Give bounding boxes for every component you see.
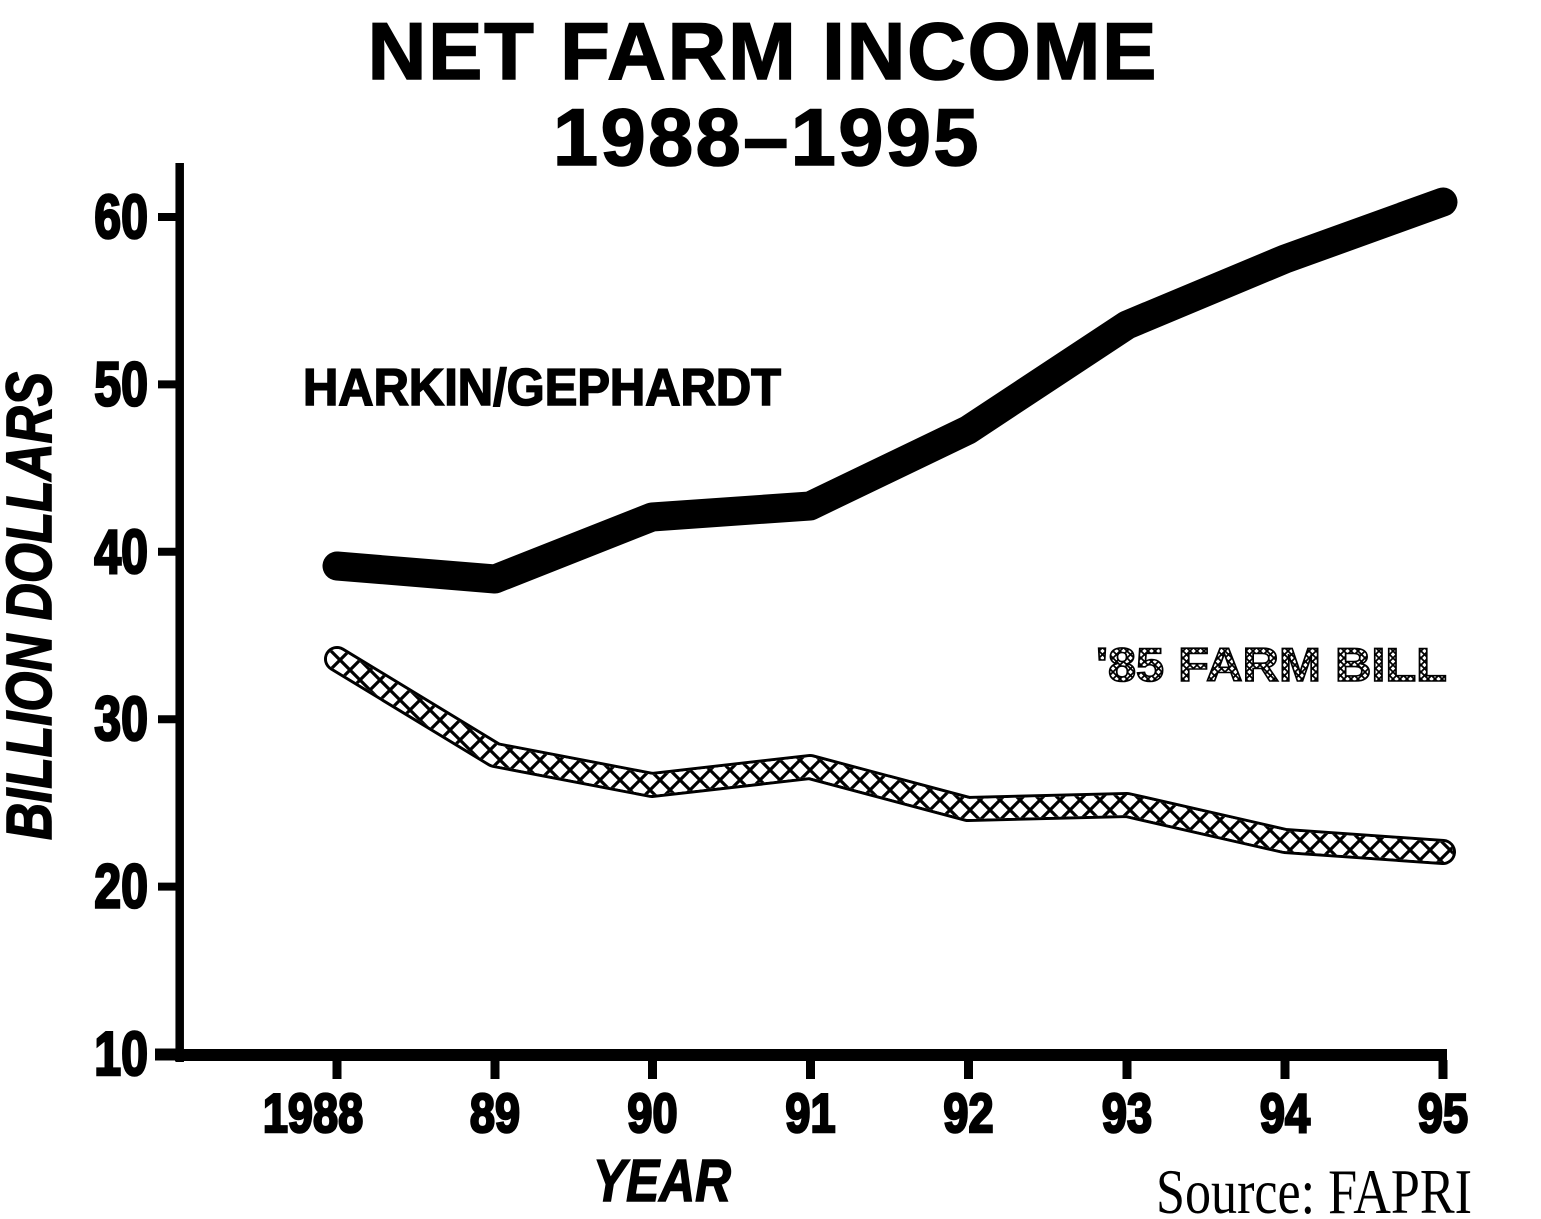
svg-text:94: 94 (1260, 1082, 1310, 1144)
svg-text:10: 10 (94, 1019, 148, 1088)
svg-text:NET FARM INCOME: NET FARM INCOME (368, 7, 1158, 97)
svg-text:'85 FARM BILL: '85 FARM BILL (1096, 638, 1447, 691)
svg-text:1988–1995: 1988–1995 (553, 93, 981, 183)
svg-text:Source: FAPRI: Source: FAPRI (1156, 1156, 1472, 1219)
svg-text:HARKIN/GEPHARDT: HARKIN/GEPHARDT (303, 359, 781, 417)
svg-text:1988: 1988 (263, 1082, 363, 1144)
svg-text:20: 20 (94, 852, 148, 921)
svg-text:92: 92 (943, 1082, 993, 1144)
svg-text:60: 60 (94, 182, 148, 251)
svg-text:BILLION DOLLARS: BILLION DOLLARS (0, 372, 65, 840)
svg-text:93: 93 (1102, 1082, 1152, 1144)
svg-text:30: 30 (94, 684, 148, 753)
svg-text:95: 95 (1418, 1082, 1468, 1144)
svg-text:89: 89 (470, 1082, 520, 1144)
svg-text:40: 40 (94, 517, 148, 586)
svg-text:91: 91 (785, 1082, 835, 1144)
svg-text:50: 50 (94, 350, 148, 419)
svg-text:90: 90 (627, 1082, 677, 1144)
svg-text:YEAR: YEAR (593, 1148, 731, 1214)
